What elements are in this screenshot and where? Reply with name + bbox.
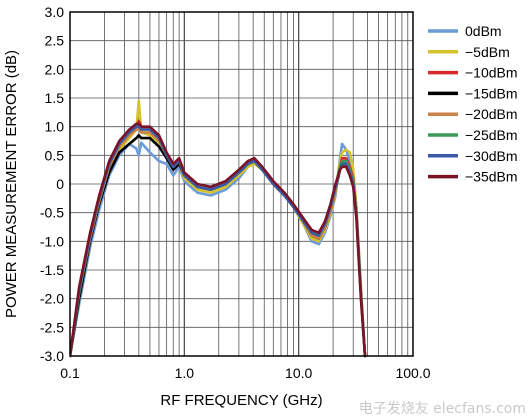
series-line-3 bbox=[70, 134, 367, 358]
y-tick-label: -0.5 bbox=[40, 205, 64, 221]
x-tick-label: 1.0 bbox=[175, 365, 195, 381]
legend-label: −30dBm bbox=[465, 148, 518, 164]
y-axis-label: POWER MEASUREMENT ERROR (dB) bbox=[3, 50, 20, 318]
legend: 0dBm −5dBm −10dBm −15dBm −20dBm −25dBm −30dBm −… bbox=[428, 23, 518, 185]
series-lines bbox=[70, 99, 367, 358]
x-tick-label: 100.0 bbox=[395, 365, 430, 381]
series-line-7 bbox=[70, 122, 367, 358]
y-tick-label: 2.0 bbox=[45, 61, 65, 77]
y-tick-label: -2.0 bbox=[40, 291, 64, 307]
y-tick-label: 3.0 bbox=[45, 4, 65, 20]
y-tick-labels: 3.0 2.5 2.0 1.5 1.0 0.5 0 -0.5 -1.0 -1.5 -2.0 -2.5 -… bbox=[40, 4, 64, 364]
y-tick-label: 2.5 bbox=[45, 33, 65, 49]
y-tick-label: 1.5 bbox=[45, 90, 65, 106]
legend-label: −25dBm bbox=[465, 127, 518, 143]
series-line-0 bbox=[70, 141, 367, 358]
legend-label: 0dBm bbox=[465, 23, 502, 39]
y-tick-label: -2.5 bbox=[40, 319, 64, 335]
y-tick-label: 1.0 bbox=[45, 119, 65, 135]
x-tick-labels: 0.1 1.0 10.0 100.0 bbox=[60, 365, 430, 381]
y-tick-label: -3.0 bbox=[40, 348, 64, 364]
y-tick-label: 0.5 bbox=[45, 147, 65, 163]
x-tick-label: 10.0 bbox=[285, 365, 312, 381]
legend-label: −10dBm bbox=[465, 65, 518, 81]
legend-label: −15dBm bbox=[465, 85, 518, 101]
watermark: 电子发烧友 elecfans.com bbox=[358, 401, 526, 417]
legend-label: −5dBm bbox=[465, 44, 510, 60]
x-axis-label: RF FREQUENCY (GHz) bbox=[160, 392, 322, 409]
legend-label: −20dBm bbox=[465, 106, 518, 122]
y-tick-label: -1.0 bbox=[40, 233, 64, 249]
y-tick-label: -1.5 bbox=[40, 262, 64, 278]
plot-frame bbox=[69, 11, 414, 357]
legend-label: −35dBm bbox=[465, 169, 518, 185]
y-tick-label: 0 bbox=[56, 176, 64, 192]
x-tick-label: 0.1 bbox=[60, 365, 80, 381]
